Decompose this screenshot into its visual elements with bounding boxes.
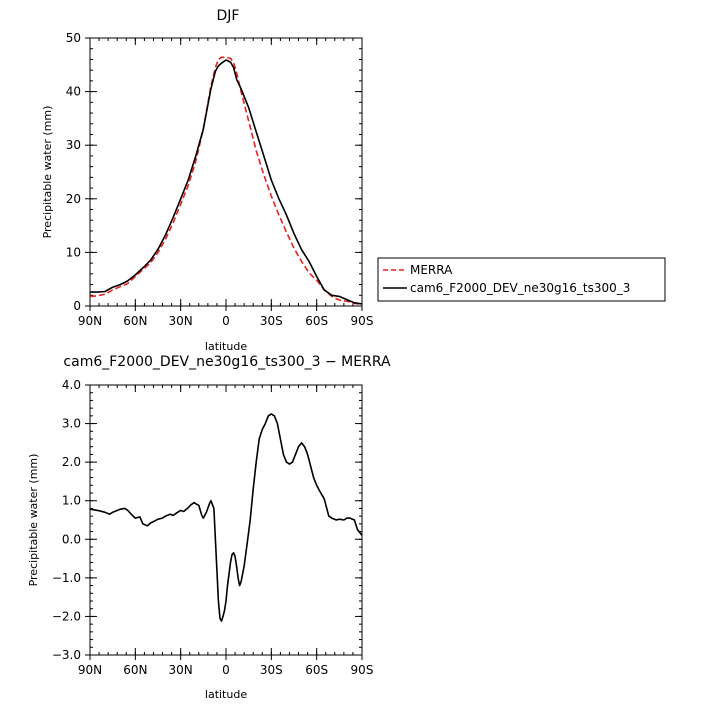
bottom-y-tick-label: 1.0	[62, 494, 81, 508]
bottom-y-tick-label: 0.0	[62, 532, 81, 546]
legend-box	[377, 257, 666, 302]
bottom-x-tick-label: 0	[222, 663, 230, 677]
bottom-panel-difference: cam6_F2000_DEV_ne30g16_ts300_3 − MERRA 9…	[27, 354, 391, 701]
bottom-series-line-0	[89, 413, 363, 622]
bottom-y-tick-label: 3.0	[62, 417, 81, 431]
bottom-x-tick-label: 90S	[351, 663, 374, 677]
bottom-plot-frame	[89, 384, 363, 656]
top-y-tick-label: 0	[73, 299, 81, 313]
top-y-axis-label: Precipitable water (mm)	[41, 106, 54, 239]
top-x-tick-label: 90N	[78, 314, 102, 328]
top-panel-djf: DJF 90N 60N 30N 0 30S 60S 90S 0 10 20 30 40 50 latit…	[41, 8, 373, 353]
top-chart-title: DJF	[217, 8, 240, 24]
bottom-series-lines	[89, 413, 363, 622]
legend-cam6-label: cam6_F2000_DEV_ne30g16_ts300_3	[410, 281, 630, 295]
top-x-tick-label: 60S	[305, 314, 328, 328]
top-x-tick-label: 90S	[351, 314, 374, 328]
bottom-axis-ticks: 90N 60N 30N 0 30S 60S 90S −3.0 −2.0 −1.0 0.0 1.0 2.0…	[52, 378, 374, 677]
bottom-y-tick-label: −1.0	[52, 571, 81, 585]
bottom-y-tick-label: −3.0	[52, 648, 81, 662]
bottom-y-tick-label: 4.0	[62, 378, 81, 392]
legend-merra-label: MERRA	[410, 263, 453, 277]
top-x-tick-label: 60N	[123, 314, 147, 328]
top-x-tick-label: 30S	[260, 314, 283, 328]
top-axis-ticks: 90N 60N 30N 0 30S 60S 90S 0 10 20 30 40 50	[66, 31, 374, 328]
top-x-tick-label: 30N	[169, 314, 193, 328]
top-y-tick-label: 40	[66, 85, 81, 99]
top-series-line-cam6-f2000-dev-ne30g16-ts300-3	[90, 59, 363, 305]
legend: MERRA cam6_F2000_DEV_ne30g16_ts300_3	[377, 257, 666, 302]
top-plot-frame	[89, 37, 363, 307]
top-x-tick-label: 0	[222, 314, 230, 328]
bottom-x-tick-label: 30S	[260, 663, 283, 677]
bottom-x-axis-label: latitude	[205, 688, 247, 701]
bottom-x-tick-label: 30N	[169, 663, 193, 677]
top-y-tick-label: 20	[66, 192, 81, 206]
bottom-x-tick-label: 90N	[78, 663, 102, 677]
bottom-y-tick-label: 2.0	[62, 455, 81, 469]
top-x-axis-label: latitude	[205, 340, 247, 353]
top-series-lines	[89, 56, 363, 306]
bottom-y-tick-label: −2.0	[52, 609, 81, 623]
bottom-chart-title: cam6_F2000_DEV_ne30g16_ts300_3 − MERRA	[63, 354, 391, 370]
bottom-x-tick-label: 60S	[305, 663, 328, 677]
bottom-x-tick-label: 60N	[123, 663, 147, 677]
top-series-line-merra	[89, 56, 363, 306]
top-y-tick-label: 10	[66, 245, 81, 259]
top-y-tick-label: 30	[66, 138, 81, 152]
top-y-tick-label: 50	[66, 31, 81, 45]
bottom-y-axis-label: Precipitable water (mm)	[27, 454, 40, 587]
